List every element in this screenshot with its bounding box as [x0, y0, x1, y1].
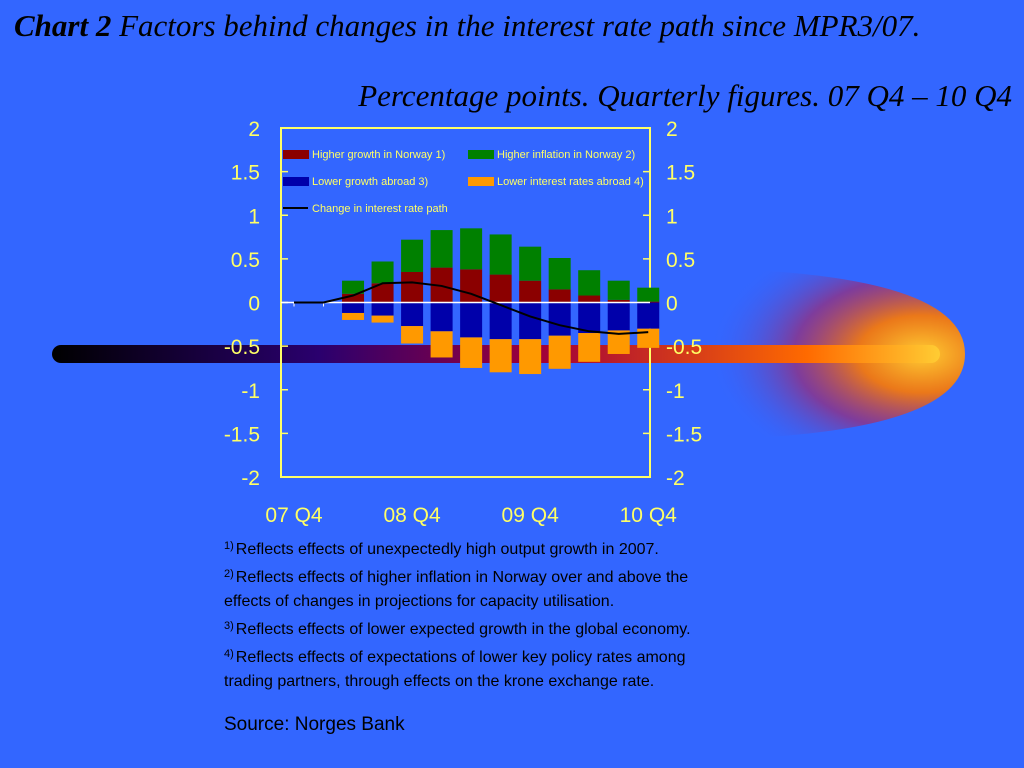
bar-segment	[430, 302, 453, 332]
legend-label: Change in interest rate path	[312, 203, 448, 215]
y-tick-label-right: 2	[666, 118, 678, 141]
bar-segment	[342, 302, 365, 313]
bar-segment	[401, 302, 424, 327]
footnote-marker: 2)	[224, 568, 234, 580]
y-tick-label-left: 0.5	[231, 249, 260, 272]
bar-segment	[430, 331, 453, 358]
y-tick-label-left: 0	[248, 293, 260, 316]
bar-segment	[371, 315, 394, 323]
bar-segment	[342, 312, 365, 320]
footnote-text: Reflects effects of lower expected growt…	[235, 621, 691, 638]
interest-rate-line	[294, 281, 649, 335]
bar-segment	[342, 280, 365, 294]
y-tick-label-left: -2	[241, 467, 260, 490]
bar-segment	[637, 328, 660, 348]
legend-swatch	[468, 150, 494, 159]
legend-label: Lower growth abroad 3)	[312, 176, 428, 188]
bar-segment	[460, 337, 483, 368]
bar-segment	[578, 302, 601, 334]
bar-segment	[460, 269, 483, 303]
y-tick-label-right: -0.5	[666, 336, 702, 359]
bar-segment	[519, 302, 542, 340]
bar-segment	[548, 289, 571, 303]
y-tick-label-left: -1	[241, 380, 260, 403]
bar-segment	[607, 280, 630, 300]
bar-segment	[578, 333, 601, 362]
bar-segment	[519, 280, 542, 303]
bar-segment	[371, 302, 394, 316]
comet-decoration	[52, 268, 965, 440]
bar-segment	[578, 270, 601, 296]
bar-segment	[430, 230, 453, 268]
bar-segment	[460, 228, 483, 270]
bar-segment	[489, 234, 512, 275]
y-tick-label-left: 1	[248, 205, 260, 228]
bar-segment	[607, 302, 630, 331]
bar-segment	[519, 339, 542, 375]
bar-segment	[637, 287, 660, 302]
y-tick-label-right: 0.5	[666, 249, 695, 272]
footnote-marker: 3)	[224, 620, 234, 632]
bar-segment	[607, 330, 630, 354]
y-tick-label-right: -1	[666, 380, 685, 403]
y-tick-label-right: 0	[666, 293, 678, 316]
y-tick-label-right: -1.5	[666, 423, 702, 446]
legend-swatch	[283, 177, 309, 186]
bar-segment	[489, 274, 512, 303]
footnotes: 1) Reflects effects of unexpectedly high …	[224, 534, 714, 694]
legend-label: Higher inflation in Norway 2)	[497, 149, 635, 161]
bar-segment	[401, 326, 424, 344]
footnote-text: Reflects effects of expectations of lowe…	[224, 649, 686, 690]
footnote-1: 1) Reflects effects of unexpectedly high …	[224, 534, 714, 562]
legend-label: Lower interest rates abroad 4)	[497, 176, 644, 188]
footnote-2: 2) Reflects effects of higher inflation i…	[224, 562, 714, 614]
bar-segment	[342, 293, 365, 303]
bar-segment	[548, 258, 571, 290]
y-tick-label-right: -2	[666, 467, 685, 490]
chart-subtitle: Percentage points. Quarterly figures. 07…	[358, 78, 1012, 113]
x-tick-label: 07 Q4	[265, 504, 323, 527]
x-tick-label: 10 Q4	[620, 504, 678, 527]
legend-label: Higher growth in Norway 1)	[312, 149, 445, 161]
bar-segment	[401, 239, 424, 272]
y-tick-label-left: -0.5	[224, 336, 260, 359]
y-tick-label-left: 1.5	[231, 162, 260, 185]
chart-plot: 2 2 1.5 1.5 1 1 0.5 0.5 0 0 -0.5 -0.5 -1 -1 -1.5 -1.5 -2…	[224, 118, 702, 527]
chart-title-text: Factors behind changes in the interest r…	[111, 8, 921, 43]
bar-segment	[489, 302, 512, 340]
y-tick-label-right: 1	[666, 205, 678, 228]
bar-segment	[519, 246, 542, 281]
bar-segment	[607, 299, 630, 303]
legend-swatch	[283, 150, 309, 159]
footnote-text: Reflects effects of higher inflation in …	[224, 569, 689, 610]
y-tick-label-left: -1.5	[224, 423, 260, 446]
legend-swatch	[468, 177, 494, 186]
x-tick-label: 09 Q4	[502, 504, 560, 527]
bar-segment	[637, 302, 660, 329]
chart-title-bold: Chart 2	[14, 8, 112, 43]
footnote-3: 3) Reflects effects of lower expected gro…	[224, 614, 714, 642]
bar-segment	[401, 271, 424, 303]
x-tick-label: 08 Q4	[383, 504, 441, 527]
bar-segment	[460, 302, 483, 338]
footnote-marker: 1)	[224, 540, 234, 552]
y-tick-label-right: 1.5	[666, 162, 695, 185]
footnote-marker: 4)	[224, 648, 234, 660]
source-note: Source: Norges Bank	[224, 714, 405, 735]
footnote-text: Reflects effects of unexpectedly high ou…	[235, 541, 659, 558]
bar-segment	[371, 261, 394, 284]
bar-segment	[578, 295, 601, 303]
bar-segment	[548, 302, 571, 336]
bar-segment	[489, 339, 512, 373]
bar-segment	[548, 335, 571, 369]
footnote-4: 4) Reflects effects of expectations of lo…	[224, 642, 714, 694]
bar-segment	[371, 283, 394, 303]
y-tick-label-left: 2	[248, 118, 260, 141]
chart-title: Chart 2 Factors behind changes in the in…	[14, 8, 1014, 44]
